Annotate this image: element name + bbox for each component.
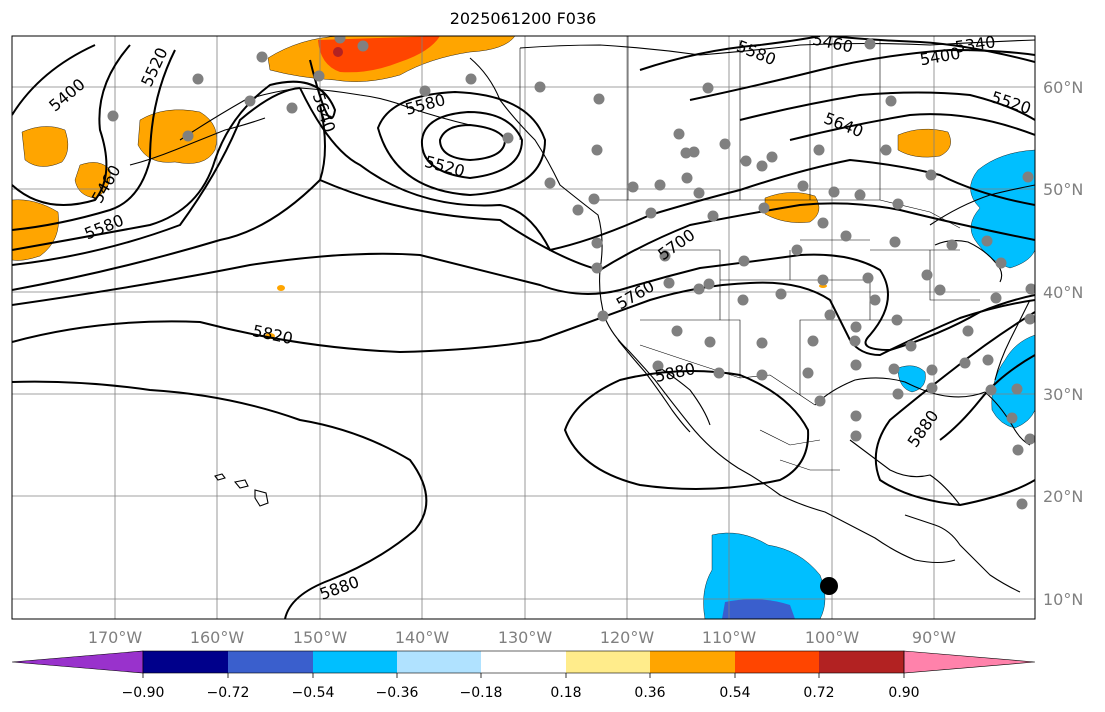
colorbar-tick-label: 0.54 <box>719 685 750 701</box>
lat-label: 40°N <box>1043 283 1083 302</box>
contour-5880-east <box>939 354 1035 441</box>
lon-label: 140°W <box>395 628 450 647</box>
anomaly-area-gulf <box>897 365 926 393</box>
colorbar-segment <box>650 651 735 673</box>
lat-label: 10°N <box>1043 590 1083 609</box>
colorbar-segment <box>819 651 904 673</box>
colorbar-tick-label: 0.90 <box>888 685 919 701</box>
coast-florida <box>984 391 1031 446</box>
lon-label: 130°W <box>498 628 553 647</box>
contour-low-5520 <box>420 110 524 180</box>
graticule <box>12 36 1035 619</box>
anomaly-area-mexico-pacific <box>703 532 826 619</box>
lon-label: 100°W <box>805 628 860 647</box>
lon-label: 90°W <box>912 628 956 647</box>
coast-yucatan <box>849 439 961 506</box>
colorbar-segment <box>143 651 228 673</box>
anomaly-speck-1 <box>277 285 285 291</box>
lat-label: 50°N <box>1043 180 1083 199</box>
colorbar-ticks <box>142 673 905 678</box>
lat-label: 30°N <box>1043 385 1083 404</box>
colorbar-tick-label: 0.72 <box>803 685 834 701</box>
lon-label: 150°W <box>293 628 348 647</box>
contour-north-east-1 <box>639 36 821 71</box>
colorbar-max-extension <box>903 650 1036 674</box>
latitude-labels: 60°N 50°N 40°N 30°N 20°N 10°N <box>1043 78 1083 609</box>
anomaly-area-mexico-pacific-core <box>722 599 795 619</box>
contour-north-east-4 <box>789 113 1035 141</box>
anomaly-area-west-3 <box>12 199 59 261</box>
anomaly-area-alaska-peak <box>333 47 343 57</box>
anomaly-area-west-1 <box>21 126 69 167</box>
contour-north-east-5 <box>829 36 1035 63</box>
height-contours <box>12 36 1035 619</box>
map-title: 2025061200 F036 <box>449 9 597 28</box>
map-frame <box>11 35 1036 620</box>
colorbar-tick-label: 0.18 <box>550 685 581 701</box>
longitude-labels: 170°W 160°W 150°W 140°W 130°W 120°W 110°… <box>88 628 956 647</box>
colorbar-tick-label: −0.90 <box>122 685 165 701</box>
anomaly-area-bering <box>137 109 217 164</box>
contour-5820 <box>12 281 1035 357</box>
lat-label: 60°N <box>1043 78 1083 97</box>
colorbar-segment <box>481 651 566 673</box>
anomaly-area-canada <box>897 128 951 158</box>
lat-label: 20°N <box>1043 487 1083 506</box>
border-mexico-states <box>759 429 840 471</box>
colorbar-tick-label: −0.36 <box>376 685 419 701</box>
station-markers <box>107 36 1035 510</box>
coast-gulf-mexico <box>814 377 986 406</box>
colorbar-tick-label: −0.18 <box>460 685 503 701</box>
colorbar-segment <box>566 651 650 673</box>
colorbar-segment <box>313 651 397 673</box>
colorbar-segment <box>397 651 481 673</box>
contour-5520-west <box>12 49 176 231</box>
lon-label: 160°W <box>190 628 245 647</box>
border-us-mexico <box>639 344 816 406</box>
coast-hawaii <box>214 473 269 507</box>
contour-5760 <box>12 252 1035 352</box>
contour-5700 <box>12 104 1035 291</box>
positive-anomaly-shading <box>12 36 951 339</box>
colorbar-segment <box>735 651 819 673</box>
contour-north-east-3 <box>739 91 1035 121</box>
lon-label: 110°W <box>702 628 757 647</box>
coast-baja <box>617 339 691 433</box>
lon-label: 120°W <box>600 628 655 647</box>
colorbar-tick-label: −0.54 <box>292 685 335 701</box>
anomaly-area-southeast <box>991 334 1035 429</box>
contour-5640-west <box>12 87 301 266</box>
coast-aleutians <box>129 117 266 166</box>
contour-5880-mexico <box>563 370 810 490</box>
colorbar-outline <box>142 650 905 674</box>
contour-5460-west <box>12 44 131 206</box>
lon-label: 170°W <box>88 628 143 647</box>
contour-5580-west <box>12 59 337 251</box>
colorbar-segment <box>228 651 313 673</box>
contour-5400-west <box>12 44 96 116</box>
colorbar-tick-label: −0.72 <box>207 685 250 701</box>
coast-east <box>994 299 1031 381</box>
anomaly-area-alaska-core <box>318 36 440 73</box>
colorbar-tick-label: 0.36 <box>634 685 665 701</box>
contour-label: 5340 <box>954 32 997 56</box>
coast-central-america <box>904 514 1021 593</box>
coast-alaska <box>179 87 471 141</box>
colorbar: −0.90 −0.72 −0.54 −0.36 −0.18 0.18 0.36 … <box>11 650 1036 701</box>
tropical-system-marker <box>820 577 838 595</box>
colorbar-min-extension <box>11 650 144 674</box>
contour-5880-pacific <box>12 380 428 619</box>
coast-north-america-west <box>469 57 956 564</box>
